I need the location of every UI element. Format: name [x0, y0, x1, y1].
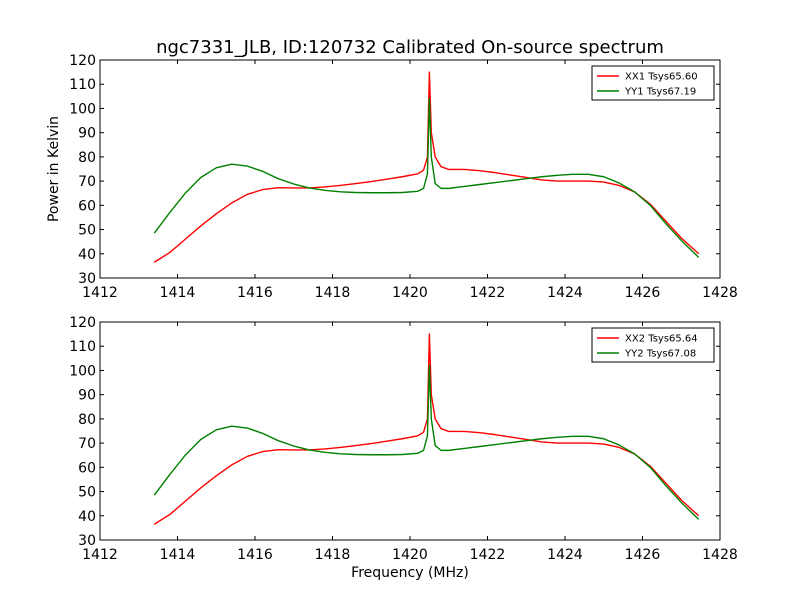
bottom-panel: 1412 1414 1416 1418 1420 1422 1424 1426 1428 30 40…	[69, 315, 738, 563]
y-tick-label: 80	[78, 412, 96, 428]
x-tick-label: 1414	[160, 285, 196, 301]
x-tick-label: 1420	[392, 547, 428, 563]
x-tick-label: 1414	[160, 547, 196, 563]
y-tick-label: 70	[78, 436, 96, 452]
x-tick-label: 1426	[625, 547, 661, 563]
y-tick-label: 100	[69, 101, 96, 117]
x-tick-label: 1420	[392, 285, 428, 301]
y-axis-title: Power in Kelvin	[46, 116, 62, 222]
legend-entry: XX2 Tsys65.64	[625, 334, 698, 345]
legend: XX2 Tsys65.64 YY2 Tsys67.08	[591, 327, 715, 363]
x-tick-label: 1428	[702, 285, 738, 301]
y-tick-label: 50	[78, 485, 96, 501]
x-tick-label: 1426	[625, 285, 661, 301]
legend-box	[591, 327, 715, 363]
figure-title: ngc7331_JLB, ID:120732 Calibrated On-sou…	[156, 37, 664, 58]
x-tick-label: 1422	[470, 547, 506, 563]
top-panel: 1412 1414 1416 1418 1420 1422 1424 1426 1428 30 40…	[46, 53, 738, 301]
x-tick-label: 1412	[82, 547, 118, 563]
x-tick-label: 1416	[237, 547, 273, 563]
x-tick-label: 1416	[237, 285, 273, 301]
y-tick-label: 80	[78, 150, 96, 166]
legend-entry: YY1 Tsys67.19	[624, 87, 696, 98]
x-tick-label: 1428	[702, 547, 738, 563]
y-tick-label: 60	[78, 460, 96, 476]
x-tick-label: 1418	[315, 547, 351, 563]
legend-entry: XX1 Tsys65.60	[625, 72, 698, 83]
x-axis-title: Frequency (MHz)	[351, 565, 469, 581]
x-tick-label: 1424	[547, 285, 583, 301]
y-tick-label: 50	[78, 223, 96, 239]
series-line-xx	[153, 71, 700, 263]
y-tick-label: 40	[78, 509, 96, 525]
series-line-yy	[153, 364, 700, 520]
y-tick-label: 90	[78, 126, 96, 142]
series-line-xx	[153, 333, 700, 525]
legend-entry: YY2 Tsys67.08	[624, 349, 696, 360]
y-tick-label: 40	[78, 247, 96, 263]
y-tick-label: 90	[78, 388, 96, 404]
y-tick-label: 30	[78, 533, 96, 549]
y-tick-label: 110	[69, 77, 96, 93]
x-tick-label: 1424	[547, 547, 583, 563]
series-line-yy	[153, 98, 700, 258]
y-tick-label: 70	[78, 174, 96, 190]
y-tick-label: 120	[69, 315, 96, 331]
y-tick-label: 120	[69, 53, 96, 69]
x-tick-label: 1422	[470, 285, 506, 301]
y-tick-label: 110	[69, 339, 96, 355]
y-tick-label: 100	[69, 363, 96, 379]
legend-box	[591, 65, 715, 101]
x-tick-label: 1418	[315, 285, 351, 301]
x-tick-label: 1412	[82, 285, 118, 301]
legend: XX1 Tsys65.60 YY1 Tsys67.19	[591, 65, 715, 101]
y-tick-label: 30	[78, 271, 96, 287]
y-tick-label: 60	[78, 198, 96, 214]
